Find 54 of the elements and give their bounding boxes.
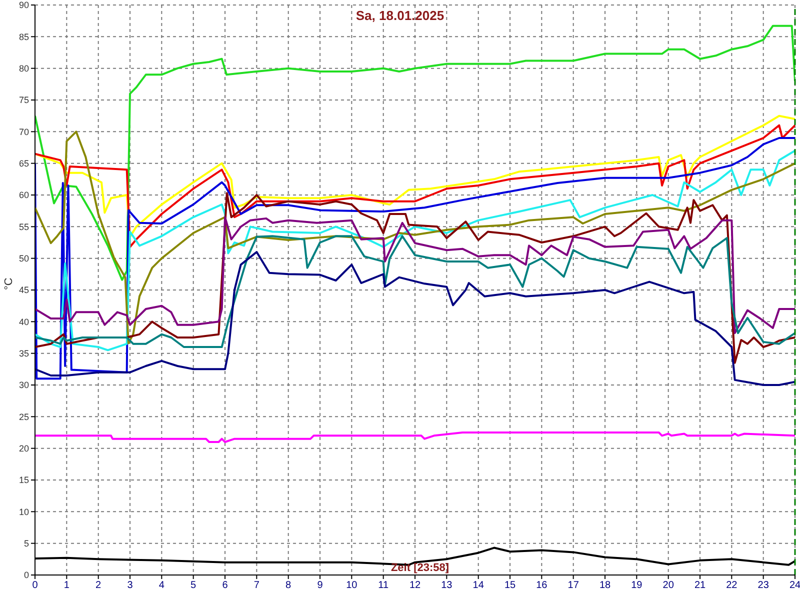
x-tick-label: 12 — [409, 580, 421, 592]
y-tick-label: 45 — [18, 285, 29, 296]
x-tick-label: 16 — [536, 580, 548, 592]
line-series — [35, 137, 795, 380]
y-tick-label: 40 — [18, 316, 29, 327]
y-tick-label: 65 — [18, 158, 29, 169]
line-series — [35, 24, 795, 281]
y-axis-title: °C — [2, 278, 15, 290]
y-tick-label: 0 — [24, 570, 29, 580]
line-series — [35, 235, 795, 348]
y-tick-label: 90 — [18, 0, 29, 10]
line-series — [35, 192, 795, 364]
x-tick-label: 13 — [441, 580, 453, 592]
x-tick-label: 24 — [789, 580, 800, 592]
x-tick-label: 7 — [254, 580, 260, 592]
x-tick-label: 14 — [472, 580, 484, 592]
y-tick-label: 85 — [18, 32, 29, 42]
x-tick-label: 9 — [317, 580, 324, 592]
x-tick-label: 20 — [662, 580, 674, 592]
y-tick-label: 60 — [18, 190, 29, 200]
x-axis-title: Zeit [23:58] — [390, 562, 450, 574]
x-tick-label: 18 — [599, 580, 611, 592]
line-series — [35, 216, 795, 334]
y-tick-label: 10 — [18, 506, 29, 517]
y-tick-label: 50 — [18, 254, 29, 264]
x-tick-label: 15 — [504, 580, 516, 592]
x-tick-label: 17 — [568, 580, 580, 592]
x-tick-label: 4 — [158, 580, 165, 592]
x-tick-label: 21 — [694, 580, 706, 592]
y-tick-label: 80 — [18, 64, 29, 74]
x-tick-label: 0 — [32, 580, 38, 592]
y-tick-label: 5 — [24, 538, 29, 549]
y-tick-label: 35 — [18, 348, 29, 359]
x-tick-label: 19 — [631, 580, 643, 592]
y-tick-label: 15 — [18, 475, 29, 486]
y-tick-label: 75 — [18, 95, 29, 106]
x-tick-label: 5 — [190, 580, 197, 592]
x-tick-label: 8 — [286, 580, 292, 592]
x-tick-label: 11 — [378, 580, 389, 592]
x-tick-label: 23 — [758, 580, 770, 592]
x-tick-label: 10 — [346, 580, 358, 592]
chart-title: Sa, 18.01.2025 — [356, 8, 444, 23]
x-tick-label: 22 — [726, 580, 738, 592]
y-tick-label: 70 — [18, 126, 29, 137]
y-tick-label: 25 — [18, 412, 29, 422]
y-tick-label: 55 — [18, 222, 29, 232]
x-tick-label: 3 — [127, 580, 134, 592]
y-tick-label: 20 — [18, 444, 29, 454]
line-series — [35, 432, 795, 443]
x-tick-label: 1 — [64, 580, 70, 592]
line-series — [35, 251, 795, 386]
x-tick-label: 6 — [222, 580, 228, 592]
x-tick-label: 2 — [96, 580, 102, 592]
y-tick-label: 30 — [18, 380, 29, 390]
